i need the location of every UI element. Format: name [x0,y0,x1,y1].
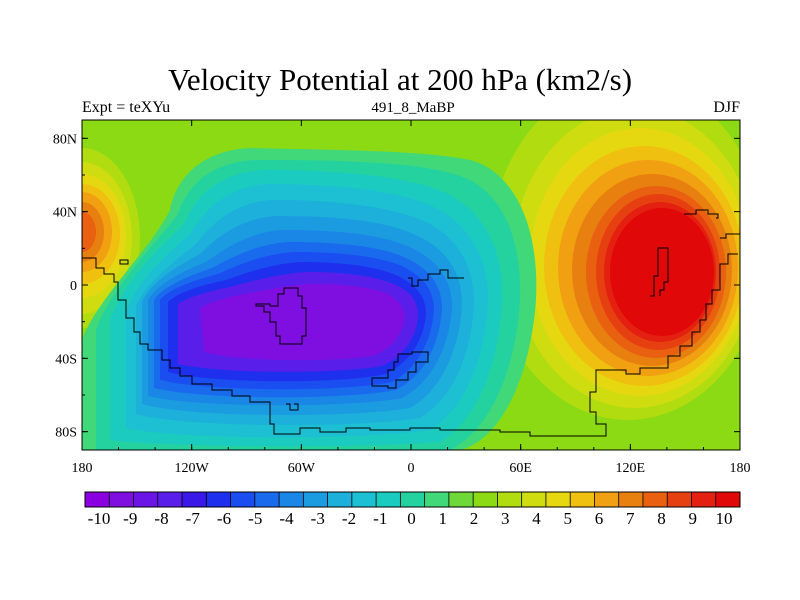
contour-field [82,120,740,450]
colorbar-swatch [667,492,692,507]
colorbar-swatch [691,492,717,507]
colorbar-swatch [642,492,668,507]
colorbar-swatch [303,492,328,507]
colorbar-label: 7 [626,509,635,528]
colorbar-swatch [400,492,425,507]
colorbar-label: -1 [373,509,387,528]
colorbar-swatch [497,492,522,507]
x-tick-label: 120W [175,461,210,476]
y-tick-label: 80N [53,132,77,147]
colorbar-label: 4 [532,509,541,528]
colorbar-swatch [327,492,353,507]
colorbar-label: 6 [595,509,604,528]
coastline-americas [82,253,738,437]
colorbar-label: -9 [123,509,137,528]
season-label: DJF [713,99,740,116]
colorbar-swatch [157,492,183,507]
colorbar-label: 1 [439,509,448,528]
coastline-europe-africa [408,269,464,287]
colorbar-swatch [545,492,571,507]
y-tick-label: 0 [70,279,77,294]
coastline-asia-east [650,247,669,297]
colorbar-label: -2 [342,509,356,528]
plot-title: Velocity Potential at 200 hPa (km2/s) [167,62,633,97]
colorbar-swatch [448,492,474,507]
colorbar-swatch [279,492,304,507]
x-tick-label: 120E [616,461,646,476]
case-label: 491_8_MaBP [371,100,455,116]
x-tick-label: 60E [509,461,532,476]
y-tick-label: 80S [55,426,77,441]
colorbar-swatch [376,492,401,507]
colorbar-swatch [85,492,110,507]
coastline-asia-north [684,209,719,219]
colorbar-label: 2 [470,509,479,528]
level-lo12 [200,284,405,361]
colorbar-label: 10 [716,509,733,528]
y-axis: 80N 40N 0 40S 80S [53,132,740,441]
colorbar-swatch [351,492,377,507]
colorbar-label: 5 [564,509,573,528]
colorbar-label: -7 [186,509,201,528]
colorbar-label: 0 [407,509,416,528]
colorbar-swatch [424,492,450,507]
colorbar-label: 8 [657,509,666,528]
coastlines [82,209,740,437]
colorbar-label: -4 [279,509,294,528]
colorbar-label: 9 [689,509,698,528]
colorbar-label: -5 [248,509,262,528]
coastline-small-west [119,259,129,265]
colorbar-label: -10 [88,509,111,528]
colorbar-swatch [230,492,256,507]
coastline-south-fragment [286,403,299,411]
x-tick-label: 180 [72,461,93,476]
colorbar-swatch [570,492,595,507]
level-hi7-west [82,212,96,252]
y-tick-label: 40N [53,206,77,221]
coastline-pacific-islands [720,233,740,239]
colorbar-swatch [473,492,498,507]
colorbar-swatch [594,492,620,507]
colorbar-swatch [182,492,207,507]
x-tick-label: 60W [288,461,316,476]
x-tick-label: 180 [730,461,751,476]
level-hi10 [610,208,714,336]
colorbar-label: -6 [217,509,231,528]
coastline-antarctic-patch [371,351,429,389]
x-tick-label: 0 [408,461,415,476]
colorbar-swatch [618,492,644,507]
colorbar-swatch [206,492,231,507]
colorbar-swatch [521,492,547,507]
colorbar-frame [84,491,741,508]
experiment-label: Expt = teXYu [82,99,171,116]
colorbar-swatch [715,492,741,507]
x-axis: 180 120W 60W 0 60E 120E 180 [72,120,751,476]
y-tick-label: 40S [55,352,77,367]
colorbar: -10 -9 -8 -7 -6 -5 -4 -3 -2 -1 0 1 2 3 4 5 6 7 8 9 10 [84,491,741,528]
colorbar-label: -8 [154,509,168,528]
coastline-central-island [255,287,307,345]
colorbar-swatch [109,492,134,507]
colorbar-label: -3 [311,509,325,528]
colorbar-label: 3 [501,509,510,528]
colorbar-swatch [254,492,280,507]
colorbar-swatch [133,492,159,507]
